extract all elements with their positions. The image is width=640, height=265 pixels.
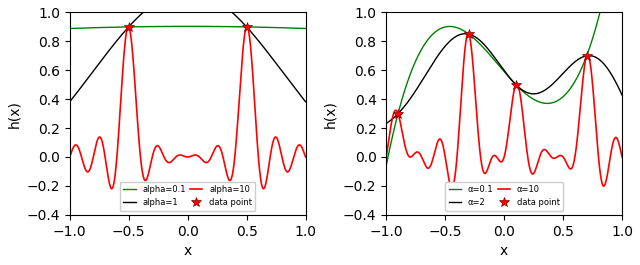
α=2 [611,79,619,82]
alpha=10 [66,155,74,158]
α=10 [554,155,561,158]
α=10 [383,155,390,158]
alpha=10 [294,144,302,147]
α=2 [483,46,491,50]
alpha=0.1 [167,25,175,28]
α=10 [618,155,626,158]
Line: data point: data point [393,29,591,118]
α=2 [495,61,502,64]
alpha=10 [167,160,175,164]
alpha=0.1 [294,27,302,30]
α=2 [383,122,390,125]
α=10 [611,136,619,140]
Legend: alpha=0.1, alpha=1, alpha=10, data point: alpha=0.1, alpha=1, alpha=10, data point [120,182,255,211]
Line: alpha=0.1: alpha=0.1 [70,26,305,29]
alpha=1 [66,100,74,103]
α=0.1 [483,50,491,54]
data point [512,83,520,86]
Line: alpha=1: alpha=1 [70,0,305,102]
α=10 [495,158,502,161]
α=0.1 [383,164,390,167]
alpha=10 [108,187,116,190]
α=2 [481,44,489,47]
alpha=10 [165,161,173,164]
α=10 [448,186,456,189]
α=2 [554,78,561,81]
alpha=10 [283,170,291,173]
alpha=1 [283,76,291,79]
Line: α=10: α=10 [387,34,622,188]
Line: alpha=10: alpha=10 [70,27,305,189]
α=10 [599,184,607,187]
Y-axis label: h(x): h(x) [7,100,21,127]
alpha=10 [237,70,245,74]
Line: α=2: α=2 [387,34,622,123]
data point [583,54,591,58]
data point [125,25,132,28]
α=0.1 [599,0,607,1]
alpha=0.1 [237,25,245,28]
data point [243,25,250,28]
α=0.1 [481,48,489,51]
alpha=10 [178,154,186,157]
α=10 [483,169,491,172]
alpha=0.1 [184,25,191,28]
Line: data point: data point [124,22,252,32]
alpha=0.1 [283,26,291,29]
α=2 [618,94,626,97]
X-axis label: x: x [184,244,192,258]
alpha=0.1 [165,25,173,28]
Y-axis label: h(x): h(x) [323,100,337,127]
α=10 [465,32,472,35]
data point [394,112,402,115]
data point [465,33,472,36]
α=0.1 [495,63,502,66]
α=0.1 [554,99,561,102]
alpha=0.1 [66,27,74,30]
X-axis label: x: x [500,244,508,258]
α=10 [481,172,489,175]
α=2 [599,61,607,65]
alpha=1 [301,100,309,103]
alpha=0.1 [178,25,186,28]
alpha=1 [294,91,302,94]
Legend: α=0.1, α=2, α=10, data point: α=0.1, α=2, α=10, data point [445,182,563,211]
alpha=10 [125,25,132,28]
α=2 [461,32,469,35]
alpha=10 [301,155,309,158]
Line: α=0.1: α=0.1 [387,0,622,166]
alpha=1 [237,19,245,23]
alpha=0.1 [301,27,309,30]
